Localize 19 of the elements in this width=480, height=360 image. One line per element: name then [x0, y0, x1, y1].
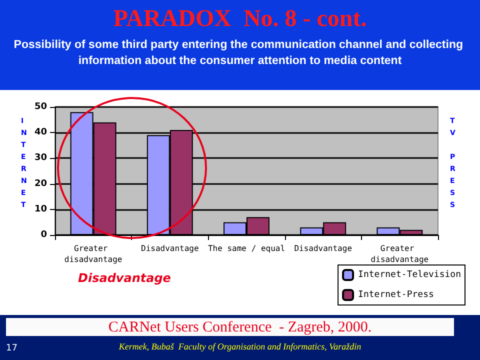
legend-label: Internet-Press — [358, 290, 434, 300]
x-tick-label: Greater disadvantage — [64, 244, 122, 264]
y-tick-label: 0 — [40, 230, 47, 240]
x-tick-label: Disadvantage — [141, 244, 199, 253]
x-tick-label: Greater disadvantage — [370, 244, 429, 264]
chart-title: PARADOX No. 8 - cont. — [113, 6, 367, 32]
text: 17 — [6, 344, 18, 354]
text: Disadvantage — [78, 271, 171, 285]
text: CARNet Users Conference - Zagreb, 2000. — [108, 320, 372, 336]
y-tick-label: 50 — [34, 102, 47, 112]
chart-subtitle: Possibility of some third party entering the communication channel and collecting information about the consumer attention to media content — [14, 39, 466, 67]
y-tick-label: 30 — [34, 153, 47, 164]
x-tick-label: The same / equal — [208, 244, 286, 253]
y-tick-label: 20 — [34, 178, 47, 189]
legend-label: Internet-Television — [358, 270, 461, 280]
y-tick-label: 40 — [34, 128, 47, 138]
y-tick-label: 10 — [34, 204, 47, 214]
text: Kermek, Bubaš Faculty of Organisation and Informatics, Varaždin — [118, 342, 362, 352]
x-tick-label: Disadvantage — [294, 244, 352, 253]
